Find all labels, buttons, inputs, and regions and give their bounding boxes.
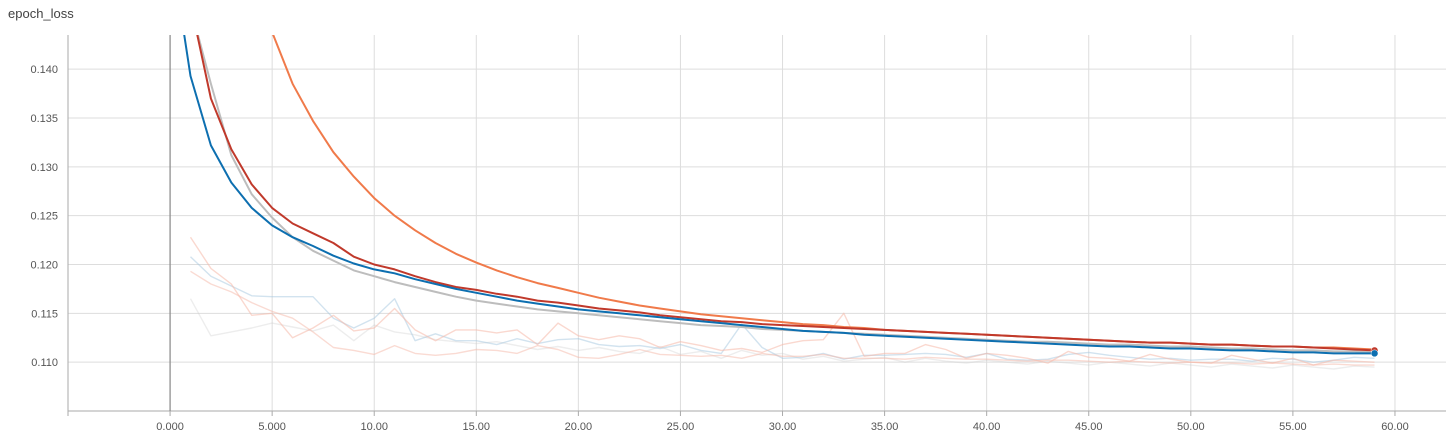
x-tick-label: 25.00 xyxy=(667,421,695,433)
chart-title: epoch_loss xyxy=(8,6,74,21)
y-tick-label: 0.110 xyxy=(31,357,58,369)
series-line-0 xyxy=(189,298,1375,370)
x-tick-label: 55.00 xyxy=(1279,421,1307,433)
x-tick-label: 40.00 xyxy=(973,421,1001,433)
series-line-1 xyxy=(190,256,1375,363)
x-tick-label: 35.00 xyxy=(871,421,899,433)
x-tick-label: 60.00 xyxy=(1381,421,1409,433)
axes xyxy=(67,35,1446,416)
end-markers xyxy=(1370,346,1379,358)
y-tick-label: 0.120 xyxy=(30,260,58,272)
y-tick-label: 0.140 xyxy=(30,64,58,76)
x-tick-label: 20.00 xyxy=(565,421,593,433)
x-tick-label: 15.00 xyxy=(463,421,491,433)
x-tick-label: 10.00 xyxy=(360,421,388,433)
series-line-7 xyxy=(183,35,1375,355)
tick-labels: 0.000 5.000 10.00 15.00 20.00 25.00 30.00 35.00… xyxy=(30,64,1408,433)
x-tick-label: 30.00 xyxy=(769,421,797,433)
series-line-6 xyxy=(196,35,1375,352)
end-marker-1 xyxy=(1370,349,1379,358)
series-line-4 xyxy=(272,35,1375,351)
y-tick-label: 0.135 xyxy=(30,113,58,125)
y-tick-label: 0.115 xyxy=(31,308,58,320)
x-tick-label: 0.000 xyxy=(156,421,184,433)
series-line-2 xyxy=(189,236,1375,366)
series-lines xyxy=(183,35,1375,370)
y-tick-label: 0.125 xyxy=(30,211,58,223)
series-line-3 xyxy=(190,270,1375,366)
x-tick-label: 50.00 xyxy=(1177,421,1205,433)
series-line-5 xyxy=(196,35,1375,354)
x-tick-label: 45.00 xyxy=(1075,421,1103,433)
x-tick-label: 5.000 xyxy=(258,421,286,433)
y-tick-label: 0.130 xyxy=(30,162,58,174)
